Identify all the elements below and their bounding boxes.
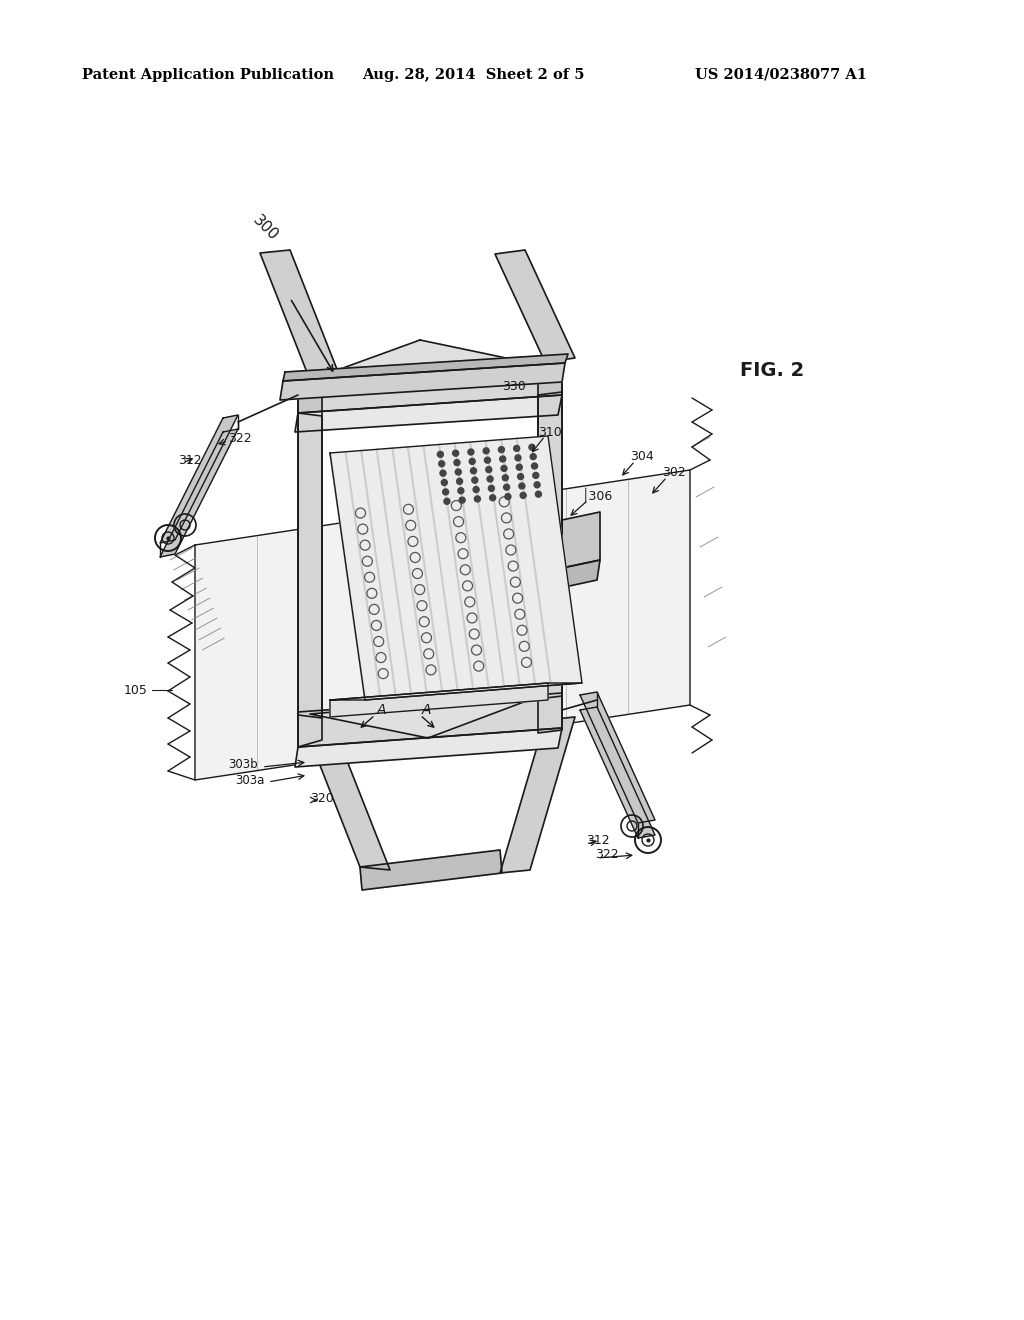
- Polygon shape: [330, 682, 582, 700]
- Polygon shape: [283, 354, 568, 381]
- Text: 312: 312: [178, 454, 202, 466]
- Text: FIG. 2: FIG. 2: [740, 360, 804, 380]
- Circle shape: [453, 450, 459, 457]
- Circle shape: [454, 459, 460, 466]
- Text: 303a: 303a: [236, 774, 265, 787]
- Polygon shape: [500, 717, 575, 873]
- Polygon shape: [330, 436, 582, 700]
- Polygon shape: [298, 378, 322, 718]
- Polygon shape: [310, 741, 390, 870]
- Circle shape: [440, 470, 446, 477]
- Circle shape: [536, 491, 542, 498]
- Circle shape: [473, 487, 479, 492]
- Circle shape: [470, 467, 476, 474]
- Circle shape: [517, 474, 523, 479]
- Circle shape: [444, 499, 450, 504]
- Circle shape: [485, 466, 492, 473]
- Circle shape: [503, 475, 508, 480]
- Polygon shape: [295, 729, 562, 767]
- Circle shape: [514, 445, 519, 451]
- Circle shape: [515, 455, 521, 461]
- Polygon shape: [360, 850, 502, 890]
- Text: 322: 322: [595, 849, 618, 862]
- Circle shape: [438, 461, 444, 467]
- Polygon shape: [310, 341, 530, 380]
- Circle shape: [459, 498, 465, 503]
- Text: A: A: [377, 704, 386, 717]
- Text: 320: 320: [310, 792, 334, 804]
- Polygon shape: [310, 694, 545, 738]
- Text: 312: 312: [586, 833, 609, 846]
- Circle shape: [484, 457, 490, 463]
- Polygon shape: [298, 693, 562, 747]
- Polygon shape: [160, 429, 238, 557]
- Circle shape: [441, 479, 447, 486]
- Circle shape: [487, 477, 494, 482]
- Polygon shape: [580, 708, 655, 838]
- Circle shape: [504, 484, 510, 490]
- Text: 304: 304: [630, 450, 653, 463]
- Circle shape: [529, 445, 535, 450]
- Polygon shape: [495, 249, 575, 362]
- Text: Patent Application Publication: Patent Application Publication: [82, 69, 334, 82]
- Circle shape: [458, 487, 464, 494]
- Circle shape: [469, 458, 475, 465]
- Circle shape: [532, 473, 539, 478]
- Polygon shape: [195, 470, 690, 780]
- Circle shape: [468, 449, 474, 455]
- Polygon shape: [580, 692, 655, 822]
- Circle shape: [535, 482, 540, 488]
- Text: Aug. 28, 2014  Sheet 2 of 5: Aug. 28, 2014 Sheet 2 of 5: [362, 69, 585, 82]
- Polygon shape: [160, 414, 238, 543]
- Text: 302: 302: [662, 466, 686, 479]
- Circle shape: [472, 477, 478, 483]
- Polygon shape: [538, 392, 562, 733]
- Polygon shape: [562, 512, 600, 568]
- Circle shape: [488, 486, 495, 491]
- Circle shape: [489, 495, 496, 500]
- Circle shape: [519, 483, 525, 488]
- Text: US 2014/0238077 A1: US 2014/0238077 A1: [695, 69, 867, 82]
- Polygon shape: [538, 362, 562, 700]
- Circle shape: [483, 447, 489, 454]
- Polygon shape: [298, 360, 562, 413]
- Text: 310: 310: [538, 425, 562, 438]
- Text: A: A: [422, 704, 431, 717]
- Circle shape: [505, 494, 511, 499]
- Circle shape: [437, 451, 443, 458]
- Text: 105: 105: [124, 684, 148, 697]
- Circle shape: [442, 488, 449, 495]
- Text: 300: 300: [250, 213, 281, 244]
- Circle shape: [530, 454, 537, 459]
- Text: 330: 330: [502, 380, 525, 392]
- Polygon shape: [295, 395, 562, 432]
- Circle shape: [520, 492, 526, 499]
- Circle shape: [531, 463, 538, 469]
- Circle shape: [501, 466, 507, 471]
- Polygon shape: [560, 560, 600, 587]
- Text: │306: │306: [582, 487, 613, 503]
- Text: 322: 322: [228, 432, 252, 445]
- Circle shape: [500, 455, 506, 462]
- Circle shape: [474, 496, 480, 502]
- Circle shape: [457, 478, 463, 484]
- Circle shape: [516, 465, 522, 470]
- Polygon shape: [260, 249, 340, 380]
- Text: 303b: 303b: [228, 759, 258, 771]
- Circle shape: [499, 446, 505, 453]
- Polygon shape: [298, 413, 322, 747]
- Polygon shape: [330, 682, 548, 717]
- Polygon shape: [280, 363, 565, 400]
- Circle shape: [456, 469, 461, 475]
